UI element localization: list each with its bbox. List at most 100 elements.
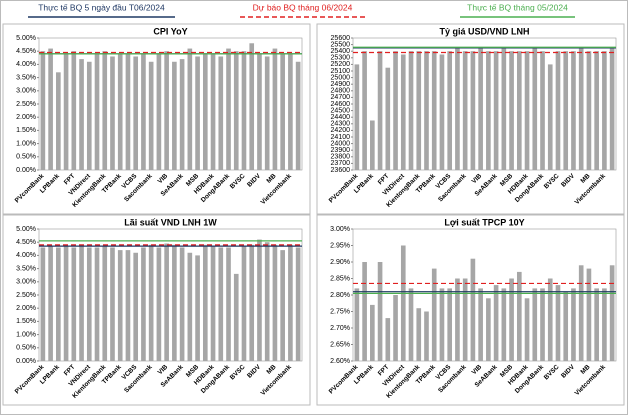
y-tick-label: 25600 — [331, 35, 351, 42]
bar — [110, 56, 115, 171]
y-tick-label: 0.50% — [16, 345, 36, 352]
bar — [48, 48, 53, 171]
bar — [594, 288, 599, 361]
bar — [187, 252, 193, 361]
y-tick-label: 1.50% — [16, 127, 36, 134]
chart-title: Lợi suất TPCP 10Y — [444, 217, 524, 227]
bar — [179, 59, 185, 171]
bar — [609, 265, 615, 361]
bar — [354, 288, 360, 361]
bar — [408, 288, 414, 361]
y-tick-label: 0.00% — [16, 167, 36, 174]
y-tick-label: 24800 — [331, 88, 351, 95]
y-tick-label: 3.00% — [16, 279, 36, 286]
bar — [563, 291, 569, 361]
bar — [102, 51, 108, 171]
bar — [602, 51, 607, 171]
y-tick-label: 1.00% — [16, 331, 36, 338]
bar — [424, 51, 429, 171]
bar — [493, 285, 499, 361]
y-tick-label: 2.60% — [330, 358, 350, 365]
y-tick-label: 5.00% — [16, 226, 36, 233]
y-tick-label: 4.00% — [16, 252, 36, 259]
y-tick-label: 25500 — [331, 41, 351, 48]
bar — [40, 247, 46, 361]
y-tick-label: 25300 — [331, 55, 351, 62]
bar — [233, 51, 239, 171]
bar — [354, 64, 360, 170]
bar — [79, 246, 84, 361]
y-tick-label: 2.65% — [330, 341, 350, 348]
legend-label: Dự báo BQ tháng 06/2024 — [253, 2, 353, 12]
y-tick-label: 24700 — [331, 94, 351, 101]
bar — [133, 56, 139, 171]
bar — [516, 51, 522, 171]
bar — [156, 247, 162, 361]
y-tick-label: 24100 — [331, 134, 351, 141]
bar — [117, 250, 123, 361]
bar — [94, 53, 100, 171]
legend-label: Thực tế BQ 5 ngày đầu T06/2024 — [38, 2, 165, 12]
bar — [501, 47, 507, 170]
bar — [578, 47, 584, 170]
plot-area — [352, 37, 617, 171]
bar — [226, 48, 231, 171]
bar — [470, 258, 476, 361]
y-tick-label: 3.50% — [16, 74, 36, 81]
bar — [602, 288, 607, 361]
bar — [393, 51, 398, 171]
y-tick-label: 5.00% — [16, 35, 36, 42]
bar — [86, 247, 92, 361]
y-tick-label: 24500 — [331, 107, 351, 114]
bar — [408, 51, 414, 171]
bar — [377, 262, 383, 361]
y-tick-label: 4.00% — [16, 61, 36, 68]
bar — [439, 288, 445, 361]
bar — [172, 244, 177, 361]
bar — [555, 51, 561, 171]
y-tick-label: 2.00% — [16, 114, 36, 121]
bar — [288, 53, 293, 171]
bar — [202, 244, 208, 361]
bar — [486, 51, 491, 171]
y-tick-label: 24000 — [331, 140, 351, 147]
bar — [264, 56, 270, 171]
bar — [486, 298, 491, 361]
bar — [447, 288, 453, 361]
bar — [424, 311, 429, 361]
bar — [71, 247, 77, 361]
bar — [586, 268, 592, 361]
y-tick-label: 24400 — [331, 114, 351, 121]
chart-title: Tỷ giá USD/VND LNH — [439, 26, 529, 36]
bar — [164, 243, 169, 361]
legend-label: Thực tế BQ tháng 05/2024 — [467, 2, 568, 12]
y-tick-label: 23700 — [331, 160, 351, 167]
y-tick-label: 2.95% — [330, 242, 350, 249]
y-tick-label: 23900 — [331, 147, 351, 154]
bar — [249, 43, 255, 170]
y-tick-label: 23800 — [331, 154, 351, 161]
bar — [141, 53, 146, 171]
bar — [571, 51, 576, 171]
y-tick-label: 23600 — [331, 167, 351, 174]
bar — [195, 255, 200, 361]
bar — [48, 246, 53, 361]
bar — [400, 54, 406, 170]
bar — [257, 239, 262, 361]
y-tick-label: 3.00% — [330, 226, 350, 233]
bar — [257, 53, 262, 171]
bar — [609, 47, 615, 170]
y-tick-label: 2.85% — [330, 275, 350, 282]
bar — [210, 53, 216, 171]
y-tick-label: 25000 — [331, 74, 351, 81]
bar — [125, 250, 131, 361]
bar — [110, 247, 115, 361]
bar — [295, 61, 301, 171]
bar — [264, 242, 270, 361]
bar — [79, 59, 84, 171]
bar — [272, 244, 278, 361]
bar — [540, 288, 545, 361]
y-tick-label: 2.70% — [330, 325, 350, 332]
bar — [102, 246, 108, 361]
bar — [431, 51, 437, 171]
